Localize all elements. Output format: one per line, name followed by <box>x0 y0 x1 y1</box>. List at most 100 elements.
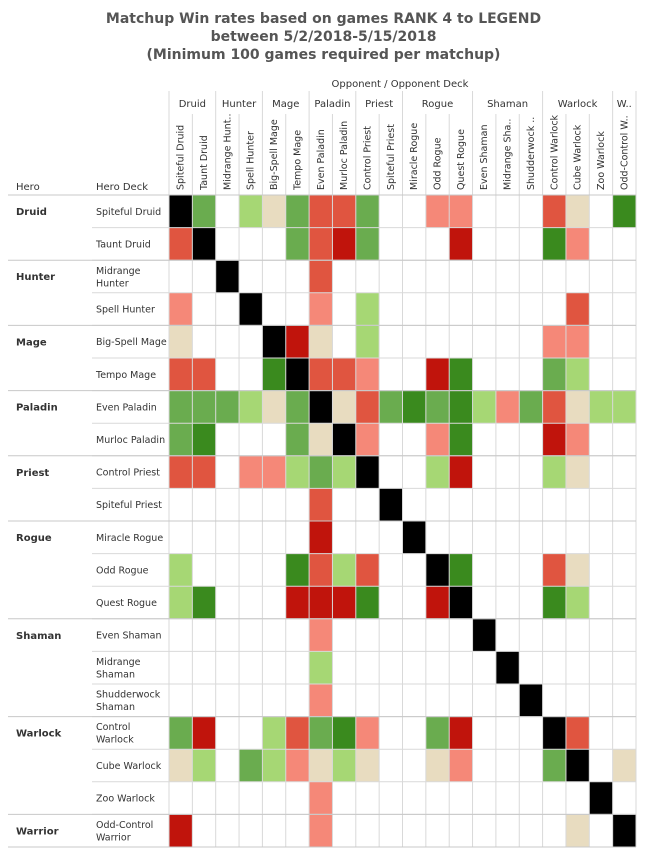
row-label: Spiteful Priest <box>96 500 162 511</box>
row-group-label: Paladin <box>16 403 58 414</box>
heatmap-cell <box>425 749 450 782</box>
heatmap-cell <box>192 227 216 261</box>
column-label: Control Warlock <box>549 114 560 190</box>
heatmap-cell <box>519 390 543 424</box>
heatmap-cell <box>169 553 193 587</box>
heatmap-cell <box>565 358 590 391</box>
heatmap-cell <box>519 684 543 717</box>
row-group-label: Priest <box>16 468 49 479</box>
row-label: Shaman <box>96 669 135 680</box>
heatmap-cell <box>192 749 216 782</box>
heatmap-cell <box>262 749 286 782</box>
heatmap-cell <box>449 455 473 489</box>
column-label: Quest Rogue <box>456 129 467 190</box>
heatmap-cell <box>239 292 263 326</box>
heatmap-cell <box>449 749 473 782</box>
heatmap-cell <box>309 358 333 391</box>
heatmap-cell <box>425 358 450 391</box>
heatmap-cell <box>612 195 636 228</box>
heatmap-cell <box>449 423 473 456</box>
heatmap-cell <box>332 716 356 750</box>
heatmap-cell <box>355 292 380 326</box>
heatmap-cell <box>472 390 496 424</box>
row-group-label: Rogue <box>16 533 52 544</box>
heatmap-cell <box>309 684 333 717</box>
heatmap-cell <box>309 521 333 554</box>
heatmap-cell <box>542 553 566 587</box>
heatmap-cell <box>285 553 310 587</box>
heatmap-cell <box>192 716 216 750</box>
row-label: Control Priest <box>96 468 160 479</box>
column-group-label: Mage <box>272 99 299 110</box>
column-label: Midrange Sha.. <box>503 119 514 190</box>
heatmap-cell <box>332 749 356 782</box>
heatmap-cell <box>332 195 356 228</box>
heatmap-cell <box>355 390 380 424</box>
heatmap-cell <box>332 358 356 391</box>
heatmap-cell <box>565 716 590 750</box>
column-label: Cube Warlock <box>573 124 584 190</box>
heatmap-cell <box>542 390 566 424</box>
row-group-label: Warlock <box>16 729 62 740</box>
heatmap-cell <box>285 586 310 619</box>
row-label: Shudderwock <box>96 690 161 701</box>
heatmap-cell <box>332 423 356 456</box>
column-label: Big-Spell Mage <box>269 119 280 190</box>
heatmap-cell <box>262 716 286 750</box>
heatmap-cell <box>262 195 286 228</box>
row-group-label: Hunter <box>16 272 55 283</box>
heatmap-cell <box>565 325 590 358</box>
heatmap-cell <box>355 716 380 750</box>
heatmap-cell <box>425 390 450 424</box>
heatmap-cell <box>192 195 216 228</box>
column-label: Even Paladin <box>316 129 327 190</box>
heatmap-cell <box>355 749 380 782</box>
column-label: Shudderwock .. <box>526 117 537 190</box>
column-label: Odd Rogue <box>433 137 444 190</box>
heatmap-cell <box>449 358 473 391</box>
heatmap-cell <box>239 455 263 489</box>
heatmap-cell <box>309 292 333 326</box>
row-label: Warlock <box>96 735 134 746</box>
row-label: Spiteful Druid <box>96 207 161 218</box>
heatmap-cell <box>355 195 380 228</box>
heatmap-cell <box>495 651 520 684</box>
title-line-2: between 5/2/2018-5/15/2018 <box>210 29 437 45</box>
heatmap-cell <box>332 227 356 261</box>
heatmap-cell <box>332 586 356 619</box>
heatmap-cell <box>565 814 590 847</box>
heatmap-cell <box>169 586 193 619</box>
title-line-1: Matchup Win rates based on games RANK 4 … <box>105 11 542 27</box>
heatmap-cell <box>309 455 333 489</box>
heatmap-cell <box>449 553 473 587</box>
heatmap-cell <box>379 390 403 424</box>
heatmap-cell <box>542 325 566 358</box>
heatmap-cell <box>192 358 216 391</box>
heatmap-cell <box>355 455 380 489</box>
heatmap-cell <box>262 358 286 391</box>
column-label: Midrange Hunt.. <box>222 114 233 190</box>
heatmap-cell <box>262 325 286 358</box>
heatmap-cell <box>309 488 333 521</box>
heatmap-cell <box>355 586 380 619</box>
row-label: Taunt Druid <box>95 239 151 250</box>
heatmap-cell <box>239 390 263 424</box>
heatmap-cell <box>612 749 636 782</box>
heatmap-cell <box>332 455 356 489</box>
heatmap-cell <box>309 553 333 587</box>
heatmap-cell <box>169 195 193 228</box>
heatmap-cell <box>169 390 193 424</box>
heatmap-cell <box>379 488 403 521</box>
heatmap-cell <box>169 292 193 326</box>
row-label: Tempo Mage <box>95 370 156 381</box>
heatmap-cell <box>542 586 566 619</box>
heatmap-cell <box>472 618 496 652</box>
row-label: Even Paladin <box>96 402 157 413</box>
heatmap-cell <box>285 227 310 261</box>
heatmap-cell <box>215 260 240 293</box>
heatmap-cell <box>309 618 333 652</box>
hero-deck-column-header: Hero Deck <box>96 182 148 193</box>
heatmap-cell <box>192 586 216 619</box>
heatmap-cell <box>355 423 380 456</box>
heatmap-cell <box>285 455 310 489</box>
